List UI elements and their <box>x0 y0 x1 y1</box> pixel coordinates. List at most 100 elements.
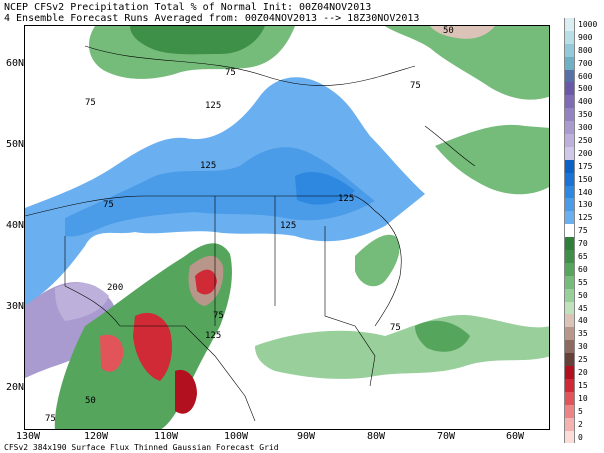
legend-swatch <box>564 250 575 263</box>
legend-row: 700 <box>564 56 602 70</box>
legend-swatch <box>564 198 575 212</box>
legend-row: 140 <box>564 185 602 199</box>
legend-swatch <box>564 30 575 44</box>
shade-dry-core-3 <box>100 334 124 372</box>
legend-row: 125 <box>564 211 602 225</box>
legend-value: 15 <box>578 380 588 390</box>
legend-value: 400 <box>578 97 593 107</box>
legend-value: 35 <box>578 329 588 339</box>
legend-row: 150 <box>564 172 602 186</box>
legend-row: 60 <box>564 262 602 276</box>
legend-swatch <box>564 237 575 251</box>
lon-label: 80W <box>366 431 386 442</box>
legend-swatch <box>564 159 575 173</box>
legend-value: 600 <box>578 71 593 81</box>
legend-value: 30 <box>578 342 588 352</box>
legend-value: 300 <box>578 123 593 133</box>
legend-swatch <box>564 224 575 238</box>
legend-value: 700 <box>578 58 593 68</box>
contour-label: 125 <box>205 101 222 111</box>
footer-caption: CFSv2 384x190 Surface Flux Thinned Gauss… <box>4 443 279 452</box>
shade-above-normal-core <box>65 147 375 237</box>
legend-row: 1000 <box>564 18 602 31</box>
legend-value: 900 <box>578 32 593 42</box>
shade-below-normal-atl <box>355 234 400 287</box>
legend-row: 0 <box>564 430 602 444</box>
lat-label: 30N <box>5 301 24 312</box>
legend-value: 140 <box>578 187 593 197</box>
legend-swatch <box>564 43 575 57</box>
legend-row: 30 <box>564 340 602 354</box>
contour-label: 75 <box>390 323 401 333</box>
shade-below-normal-ne-brown <box>430 26 495 39</box>
legend-row: 70 <box>564 237 602 251</box>
shade-dry-core-2 <box>133 312 172 381</box>
shade-below-normal-gulf <box>255 315 549 379</box>
shade-below-normal-north-dark <box>130 26 265 55</box>
legend-value: 125 <box>578 213 593 223</box>
contour-label: 75 <box>213 311 224 321</box>
legend-row: 75 <box>564 224 602 238</box>
legend-row: 50 <box>564 288 602 302</box>
map-boundaries <box>25 45 476 422</box>
legend-row: 200 <box>564 146 602 160</box>
legend-swatch <box>564 146 575 160</box>
contour-label: 200 <box>107 283 124 293</box>
contour-label: 125 <box>205 331 222 341</box>
contour-label: 75 <box>410 81 421 91</box>
legend-row: 45 <box>564 301 602 315</box>
precipitation-map: 75 75 75 125 75 50 125 125 125 200 75 12… <box>24 25 550 430</box>
legend-swatch <box>564 314 575 328</box>
legend-swatch <box>564 430 575 444</box>
lon-label: 90W <box>296 431 316 442</box>
legend-swatch <box>564 121 575 135</box>
lat-label: 60N <box>5 58 24 69</box>
legend-swatch <box>564 301 575 315</box>
legend-value: 45 <box>578 303 588 313</box>
legend-swatch <box>564 391 575 405</box>
legend-swatch <box>564 366 575 379</box>
legend-row: 130 <box>564 198 602 212</box>
title-line-2: 4 Ensemble Forecast Runs Averaged from: … <box>4 13 420 24</box>
legend-value: 175 <box>578 161 593 171</box>
legend-row: 35 <box>564 327 602 341</box>
legend-row: 175 <box>564 159 602 173</box>
lon-label: 100W <box>223 431 249 442</box>
legend-row: 900 <box>564 30 602 44</box>
legend-row: 800 <box>564 43 602 57</box>
color-legend: 1000 900 800 700 600 500 400 350 300 250 200 175 150… <box>564 18 602 444</box>
contour-label: 75 <box>103 200 114 210</box>
lat-label: 40N <box>5 220 24 231</box>
contour-label: 75 <box>225 68 236 78</box>
legend-value: 1000 <box>578 20 598 29</box>
legend-swatch <box>564 185 575 199</box>
legend-row: 400 <box>564 95 602 109</box>
contour-label: 50 <box>443 26 454 36</box>
legend-swatch <box>564 211 575 225</box>
contour-label: 75 <box>85 98 96 108</box>
lon-label: 120W <box>83 431 109 442</box>
shade-dry-core-1 <box>195 269 217 295</box>
legend-value: 2 <box>578 419 583 429</box>
legend-row: 300 <box>564 121 602 135</box>
legend-value: 0 <box>578 432 583 442</box>
legend-value: 70 <box>578 239 588 249</box>
lon-label: 130W <box>15 431 41 442</box>
shade-above-normal-dark <box>295 171 355 205</box>
lat-label: 50N <box>5 139 24 150</box>
legend-value: 60 <box>578 264 588 274</box>
shade-well-above-normal-2 <box>55 282 109 321</box>
contour-label: 125 <box>338 194 355 204</box>
legend-row: 2 <box>564 417 602 431</box>
legend-swatch <box>564 134 575 147</box>
legend-swatch <box>564 404 575 418</box>
legend-row: 250 <box>564 134 602 147</box>
contour-label: 75 <box>45 414 56 424</box>
legend-value: 25 <box>578 355 588 365</box>
legend-row: 40 <box>564 314 602 328</box>
legend-swatch <box>564 56 575 70</box>
legend-swatch <box>564 172 575 186</box>
legend-value: 5 <box>578 406 583 416</box>
legend-row: 500 <box>564 82 602 96</box>
legend-swatch <box>564 417 575 431</box>
